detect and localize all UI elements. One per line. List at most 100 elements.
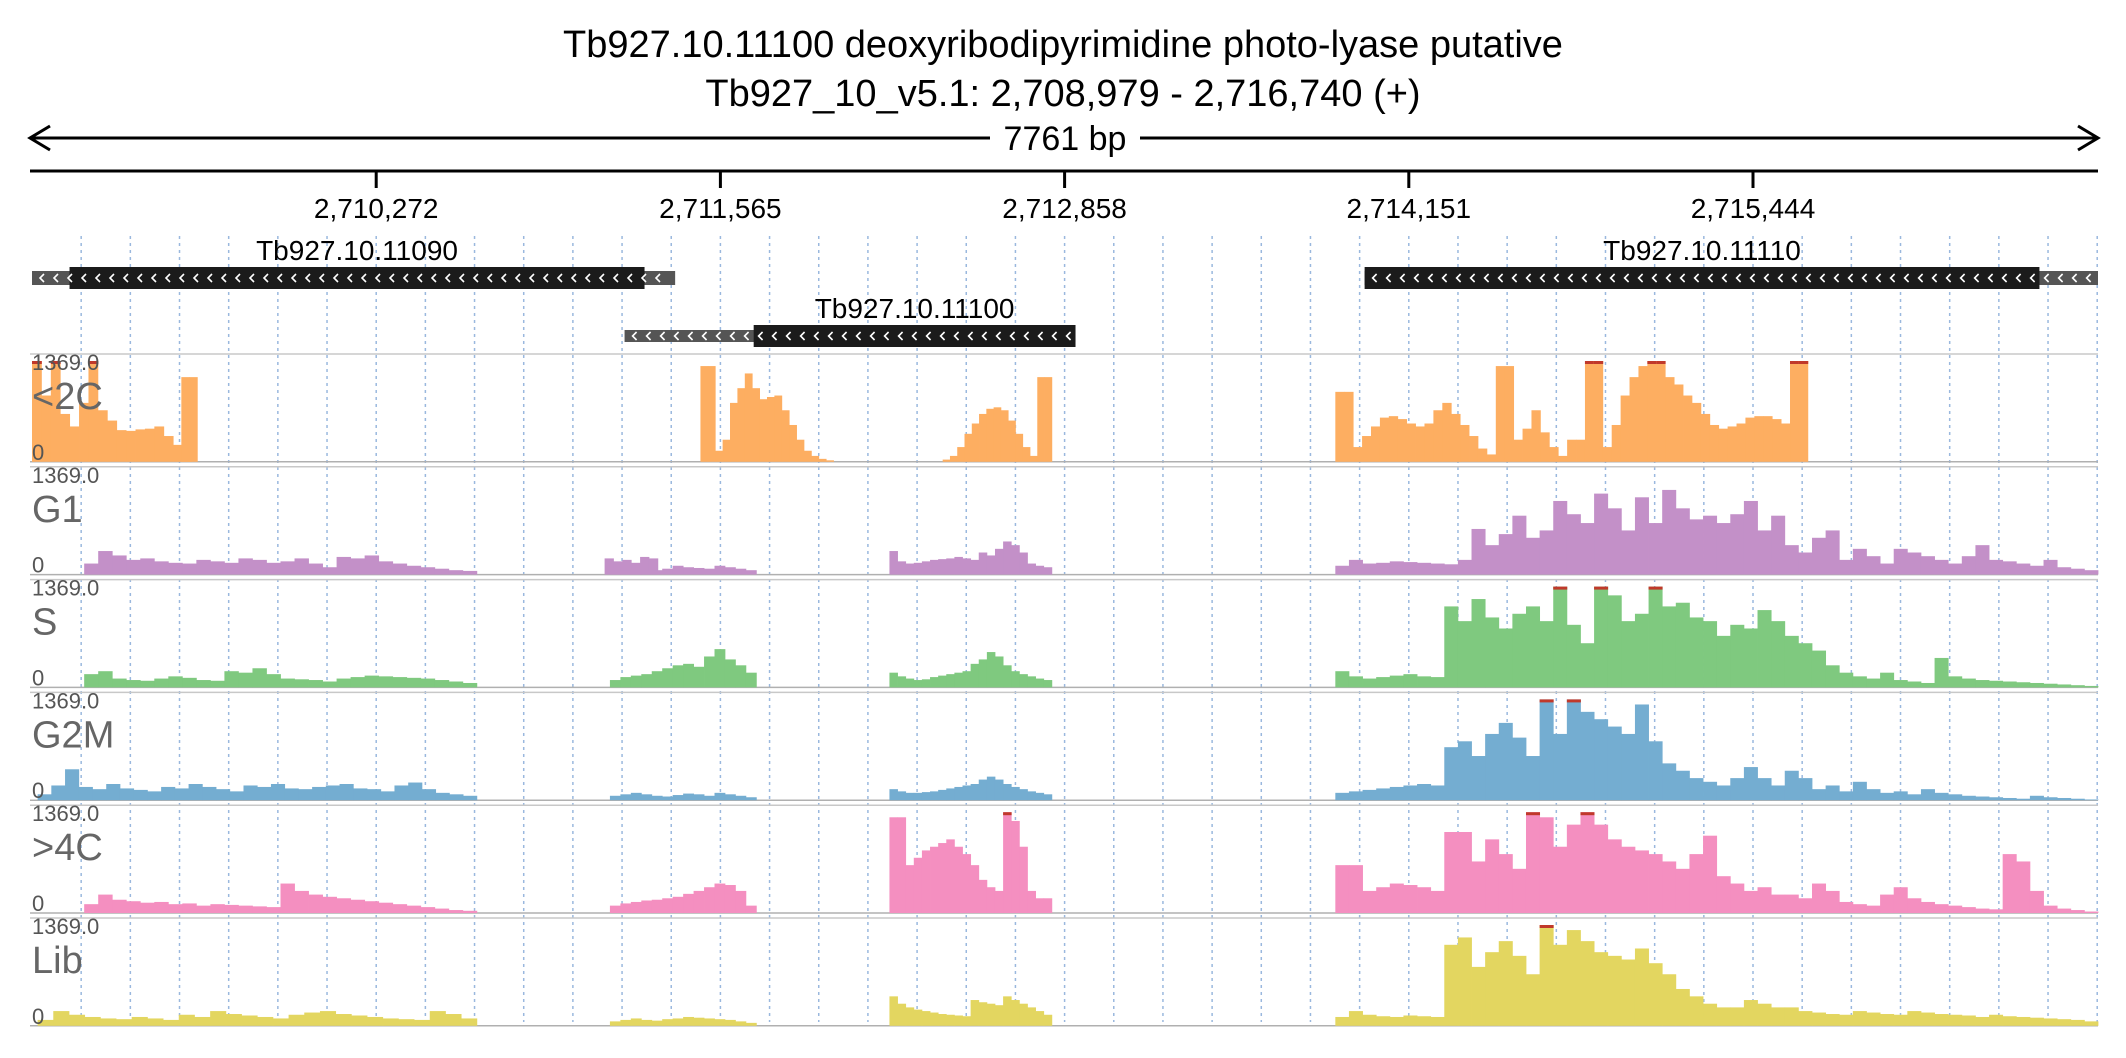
strand-chevron (304, 273, 311, 283)
coverage-bar (1662, 606, 1677, 688)
strand-chevron (38, 273, 45, 283)
coverage-bar (2084, 799, 2099, 801)
coverage-bar (1880, 894, 1895, 913)
coverage-bar (60, 413, 71, 462)
coverage-bar (50, 361, 61, 462)
coverage-bar (1662, 974, 1677, 1026)
coverage-bar (1621, 733, 1636, 801)
coverage-bar (353, 788, 368, 801)
coverage-bar (1460, 424, 1470, 462)
coverage-bar (350, 558, 366, 575)
coverage-bar (986, 887, 996, 913)
coverage-bar (946, 1014, 955, 1026)
coverage-bar (1430, 563, 1445, 575)
coverage-bar (1611, 424, 1622, 462)
coverage-bar (970, 663, 980, 688)
coverage-bar (154, 426, 165, 462)
clip-marker (1539, 925, 1554, 928)
coverage-bar (954, 786, 963, 801)
coverage-bar (243, 785, 258, 801)
coverage-bar (1811, 537, 1827, 575)
strand-chevron (108, 273, 115, 283)
strand-chevron (1023, 331, 1030, 341)
strand-chevron (729, 331, 736, 341)
strand-chevron (500, 273, 507, 283)
coverage-bar (98, 894, 113, 913)
coverage-bar (2002, 561, 2017, 575)
track-name-label: S (32, 602, 57, 644)
coverage-bar (641, 900, 653, 913)
coverage-bar (174, 788, 189, 801)
coverage-bar (364, 675, 380, 688)
coverage-bar (188, 784, 203, 801)
coverage-bar (2057, 1019, 2072, 1026)
coverage-bar (252, 559, 267, 575)
clip-marker (32, 361, 42, 364)
coverage-bar (252, 668, 267, 688)
coverage-bar (308, 680, 323, 688)
coverage-bar (1417, 562, 1432, 575)
strand-chevron (1511, 273, 1518, 283)
coverage-bar (37, 794, 52, 801)
coverage-bar (1471, 861, 1486, 913)
coverage-bar (745, 672, 757, 688)
coverage-bar (1444, 832, 1459, 913)
strand-chevron (416, 273, 423, 283)
coverage-bar (1594, 719, 1609, 801)
coverage-bar (662, 668, 674, 688)
coverage-bar (1430, 1016, 1445, 1026)
coverage-bar (745, 570, 757, 575)
strand-chevron (1065, 331, 1072, 341)
coverage-bar (994, 890, 1004, 913)
coverage-bar (1525, 812, 1541, 913)
coverage-bar (942, 459, 951, 462)
coverage-bar (1376, 677, 1391, 688)
coverage-bar (325, 785, 340, 801)
coverage-bar (1880, 563, 1895, 575)
clip-marker (50, 361, 61, 364)
coverage-bar (724, 885, 736, 913)
coverage-bar (978, 659, 988, 688)
coverage-bar (971, 423, 980, 462)
coverage-bar (1716, 876, 1731, 913)
coverage-bar (1852, 548, 1867, 575)
coverage-bar (1961, 678, 1976, 688)
coverage-bar (905, 1007, 915, 1026)
track-name-label: G1 (32, 489, 83, 531)
strand-chevron (1609, 273, 1616, 283)
coverage-bar (98, 551, 113, 575)
coverage-bar (954, 556, 963, 575)
coverage-bar (2029, 795, 2044, 801)
coverage-bar (1880, 792, 1895, 801)
coverage-bar (2002, 1016, 2017, 1026)
coverage-bar (2029, 565, 2044, 575)
clip-marker (1798, 361, 1809, 364)
coverage-bar (946, 558, 955, 575)
coverage-bar (897, 561, 907, 575)
span-arrow-head-right (2077, 124, 2101, 152)
coverage-bar (1035, 678, 1045, 688)
coverage-bar (1043, 1014, 1053, 1026)
strand-chevron (52, 273, 59, 283)
coverage-bar (1784, 894, 1799, 913)
strand-chevron (757, 331, 764, 341)
strand-chevron (122, 273, 129, 283)
coverage-bar (1403, 885, 1418, 913)
coverage-bar (693, 794, 705, 801)
clip-marker (1656, 361, 1666, 364)
coverage-bar (364, 901, 380, 913)
coverage-bar (1430, 677, 1445, 688)
coverage-bar (1433, 410, 1443, 462)
strand-chevron (1427, 273, 1434, 283)
coverage-bar (1594, 586, 1609, 688)
strand-chevron (220, 273, 227, 283)
coverage-bar (949, 455, 958, 462)
strand-chevron (584, 273, 591, 283)
coverage-bar (1539, 530, 1554, 575)
coverage-bar (641, 570, 653, 575)
coverage-bar (284, 788, 299, 801)
coverage-bar (1335, 391, 1345, 462)
coverage-bar (1593, 361, 1604, 462)
coverage-bar (1444, 944, 1459, 1026)
coverage-bar (1344, 391, 1354, 462)
